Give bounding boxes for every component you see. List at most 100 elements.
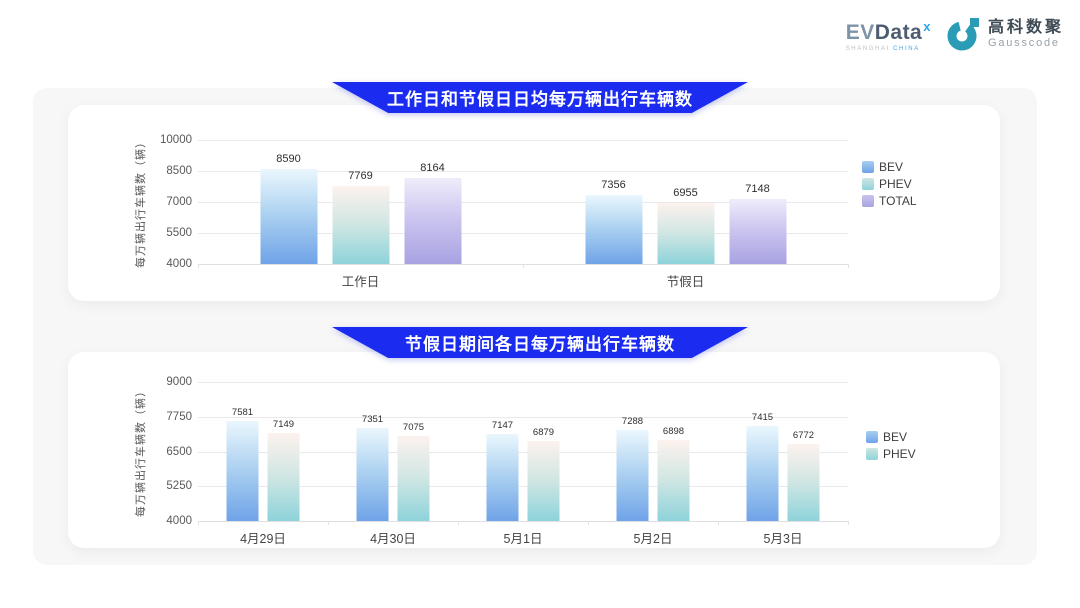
x-axis-tick [848, 521, 849, 525]
legend: BEV PHEV [866, 430, 916, 461]
chart1-title-banner: 工作日和节假日日均每万辆出行车辆数 [332, 82, 748, 113]
y-tick-label: 8500 [166, 165, 192, 177]
evdata-ev-text: EV [845, 21, 875, 44]
legend-item-total[interactable]: TOTAL [862, 194, 917, 208]
gausscode-icon [947, 18, 979, 51]
chart2-title: 节假日期间各日每万辆出行车辆数 [405, 335, 675, 354]
y-tick-label: 9000 [166, 376, 192, 388]
bar-value-label: 7149 [272, 419, 295, 431]
evdata-x-superscript: x [923, 19, 931, 34]
y-axis-title: 每万辆出行车辆数（辆） [135, 136, 147, 268]
bar-value-label: 7351 [361, 413, 384, 425]
plot-area: 7581 7149 4月29日 7351 7075 4月30日 7147 6879 5月1日 72… [198, 382, 849, 546]
report-container: 每万辆出行车辆数（辆） 4000 5500 7000 8500 10000 8590 77… [33, 88, 1037, 565]
y-axis: 4000 5500 7000 8500 10000 [148, 134, 192, 270]
bar-phev: 6879 [527, 427, 560, 521]
bar-value-label: 7581 [231, 407, 254, 419]
bar-bev: 8590 [260, 153, 317, 264]
gridline [198, 486, 848, 488]
gridline [198, 171, 848, 172]
gausscode-chinese-name: 高科数聚 [987, 19, 1064, 36]
chart2-title-ribbon: 节假日期间各日每万辆出行车辆数 [332, 327, 748, 358]
legend-label: TOTAL [879, 194, 917, 208]
y-tick-label: 6500 [166, 445, 192, 458]
bar-bev: 7351 [356, 414, 389, 521]
bar-value-label: 8164 [420, 161, 445, 174]
bar-bev: 7356 [585, 179, 642, 264]
bar-phev: 6955 [657, 187, 714, 264]
bar-value-label: 8590 [276, 153, 301, 166]
legend-item-bev[interactable]: BEV [862, 160, 917, 174]
legend: BEV PHEV TOTAL [862, 160, 917, 208]
y-tick-label: 10000 [160, 134, 192, 146]
bar-value-label: 7356 [601, 178, 626, 191]
bar-bev: 7288 [616, 416, 649, 521]
y-axis-title: 每万辆出行车辆数（辆） [135, 385, 147, 517]
y-axis: 4000 5250 6500 7750 9000 [148, 376, 192, 527]
y-tick-label: 4000 [166, 258, 192, 270]
legend-item-bev[interactable]: BEV [866, 430, 916, 444]
y-tick-label: 4000 [166, 515, 192, 527]
y-tick-label: 7750 [166, 410, 192, 423]
evdata-data-text: Data [874, 21, 923, 44]
chart1-title: 工作日和节假日日均每万辆出行车辆数 [387, 90, 693, 109]
header: EVDatax SHANGHAI CHINA 高科数聚 Gausscode [846, 16, 1064, 52]
bar-value-label: 7769 [348, 170, 373, 183]
gridline [198, 140, 848, 141]
x-category-label: 5月1日 [503, 532, 543, 546]
bar-group: 7351 7075 [356, 382, 430, 521]
chart2-title-banner: 节假日期间各日每万辆出行车辆数 [332, 327, 748, 358]
gausscode-logo: 高科数聚 Gausscode [947, 16, 1064, 52]
bar-group: 7288 6898 [616, 382, 690, 521]
evdata-logo: EVDatax SHANGHAI CHINA [846, 16, 931, 52]
bar-value-label: 7075 [402, 421, 425, 433]
bar-value-label: 6772 [792, 429, 815, 441]
chart-card-daily-average: 每万辆出行车辆数（辆） 4000 5500 7000 8500 10000 8590 77… [68, 105, 1000, 301]
legend-swatch-icon [866, 431, 878, 443]
bar-group: 7147 6879 [486, 382, 560, 521]
bar-phev: 6772 [787, 430, 820, 521]
bar-phev: 6898 [657, 426, 690, 521]
x-axis-tick [198, 264, 199, 268]
x-category-label: 4月30日 [370, 532, 416, 546]
gausscode-english-name: Gausscode [987, 37, 1060, 49]
gridline [198, 382, 848, 383]
bar-value-label: 7148 [745, 182, 770, 195]
y-tick-label: 5500 [166, 227, 192, 239]
legend-label: BEV [879, 160, 904, 174]
x-axis-tick [328, 521, 329, 525]
bar-bev: 7147 [486, 420, 519, 521]
bar-value-label: 6955 [673, 186, 698, 199]
legend-swatch-icon [862, 161, 874, 173]
evdata-subtitle-shanghai: SHANGHAI [845, 46, 890, 52]
x-category-label: 5月2日 [633, 532, 673, 546]
bar-phev: 7149 [267, 419, 300, 521]
bar-total: 7148 [729, 183, 786, 264]
legend-swatch-icon [862, 178, 874, 190]
bar-value-label: 6879 [532, 426, 555, 438]
x-axis-tick [458, 521, 459, 525]
bar-total: 8164 [404, 162, 461, 264]
legend-item-phev[interactable]: PHEV [862, 177, 917, 191]
legend-item-phev[interactable]: PHEV [866, 447, 916, 461]
x-axis-tick [198, 521, 199, 525]
bar-bev: 7581 [226, 407, 259, 521]
chart-workday-holiday: 每万辆出行车辆数（辆） 4000 5500 7000 8500 10000 8590 77… [68, 105, 1000, 301]
bar-value-label: 7415 [751, 412, 774, 424]
evdata-subtitle: SHANGHAI CHINA [846, 46, 920, 52]
legend-swatch-icon [862, 195, 874, 207]
bar-phev: 7075 [397, 422, 430, 521]
bar-phev: 7769 [332, 170, 389, 264]
gausscode-text: 高科数聚 Gausscode [988, 19, 1064, 49]
chart1-title-ribbon: 工作日和节假日日均每万辆出行车辆数 [332, 82, 748, 113]
gridline [198, 202, 848, 203]
x-category-label: 节假日 [666, 275, 705, 289]
bar-bev: 7415 [746, 412, 779, 521]
y-tick-label: 7000 [166, 196, 192, 208]
gridline [198, 233, 848, 234]
x-category-label: 4月29日 [240, 532, 286, 546]
legend-label: PHEV [883, 447, 916, 461]
x-axis-tick [588, 521, 589, 525]
bar-group: 7356 6955 7148 [585, 140, 786, 264]
